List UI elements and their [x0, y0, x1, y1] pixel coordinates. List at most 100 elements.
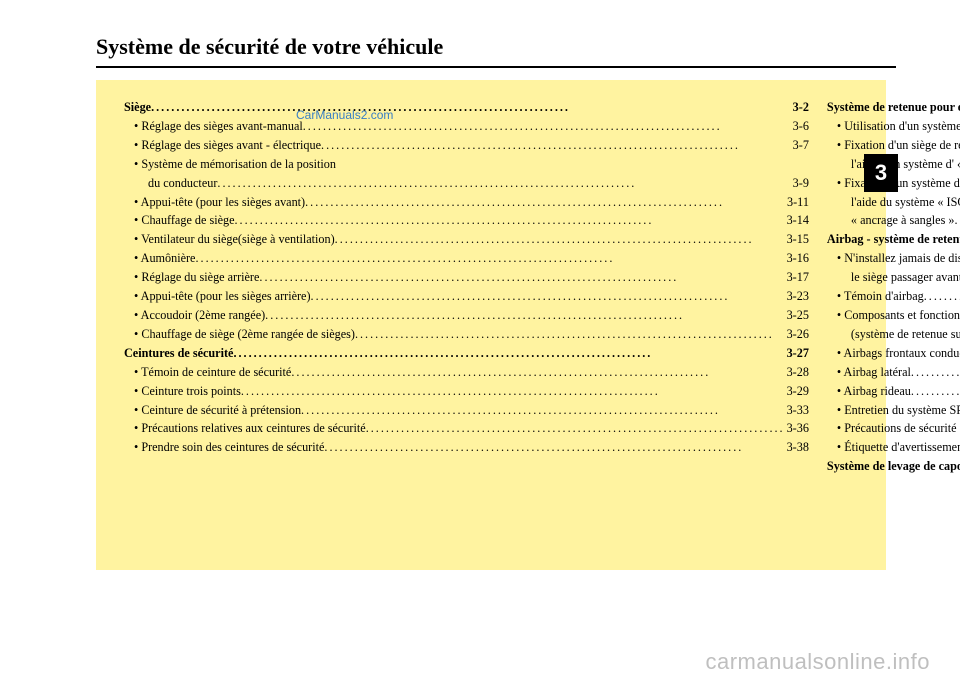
toc-leader-dots	[259, 268, 784, 287]
toc-label: • Réglage des sièges avant - électrique	[134, 136, 321, 155]
toc-leader-dots	[911, 382, 960, 401]
toc-label: • Ceinture trois points	[134, 382, 241, 401]
toc-entry: • Airbags frontaux conducteur et passage…	[827, 344, 960, 363]
toc-entry: • Aumônière3-16	[124, 249, 809, 268]
toc-page-number: 3-27	[785, 344, 809, 363]
toc-label: le siège passager avant	[851, 268, 960, 287]
toc-leader-dots	[324, 438, 784, 457]
toc-entry: « ancrage à sangles »3-47	[827, 211, 960, 230]
toc-entry: • Précautions relatives aux ceintures de…	[124, 419, 809, 438]
toc-page-number: 3-36	[785, 419, 809, 438]
toc-leader-dots	[366, 419, 785, 438]
toc-label: Ceintures de sécurité	[124, 344, 233, 363]
toc-entry: • Composants et fonctions du SRS	[827, 306, 960, 325]
toc-label: • Fixation d'un siège de retenue pour en…	[837, 136, 960, 155]
toc-label: • Accoudoir (2ème rangée)	[134, 306, 265, 325]
toc-entry: • Appui-tête (pour les sièges avant)3-11	[124, 193, 809, 212]
toc-entry: • Airbag rideau3-68	[827, 382, 960, 401]
toc-page-number: 3-38	[785, 438, 809, 457]
toc-page-number: 3-23	[785, 287, 809, 306]
toc-page-number: 3-33	[785, 401, 809, 420]
watermark-top: CarManuals2.com	[296, 108, 393, 122]
toc-entry: Ceintures de sécurité 3-27	[124, 344, 809, 363]
toc-leader-dots	[911, 363, 960, 382]
toc-leader-dots	[235, 211, 785, 230]
toc-label: • Précautions relatives aux ceintures de…	[134, 419, 366, 438]
toc-entry: • N'installez jamais de dispositif de re…	[827, 249, 960, 268]
toc-entry: • Étiquette d'avertissement de l'airbag3…	[827, 438, 960, 457]
toc-entry: du conducteur3-9	[124, 174, 809, 193]
toc-leader-dots	[301, 401, 785, 420]
toc-entry: • Ceinture de sécurité à prétension 3-33	[124, 401, 809, 420]
toc-entry: • Appui-tête (pour les sièges arrière) 3-…	[124, 287, 809, 306]
toc-label: • Témoin d'airbag	[837, 287, 924, 306]
toc-label: • Chauffage de siège	[134, 211, 235, 230]
toc-leader-dots	[954, 211, 960, 230]
toc-label: • Airbag rideau	[837, 382, 911, 401]
toc-entry: • Réglage du siège arrière 3-17	[124, 268, 809, 287]
toc-leader-dots	[311, 287, 785, 306]
toc-page-number: 3-25	[785, 306, 809, 325]
toc-page-number: 3-26	[785, 325, 809, 344]
toc-entry: • Ventilateur du siège(siège à ventilati…	[124, 230, 809, 249]
toc-entry: • Précautions de sécurité supplémentaire…	[827, 419, 960, 438]
toc-entry: • Témoin d'airbag3-56	[827, 287, 960, 306]
toc-label: Système de levage de capot actif	[827, 457, 960, 476]
toc-entry: • Ceinture trois points 3-29	[124, 382, 809, 401]
toc-entry: • Système de mémorisation de la position	[124, 155, 809, 174]
toc-label: (système de retenue supplémentaire)	[851, 325, 960, 344]
toc-leader-dots	[305, 193, 785, 212]
toc-page-number: 3-6	[791, 117, 809, 136]
toc-entry: • Réglage des sièges avant-manual3-6	[124, 117, 809, 136]
toc-content-area: CarManuals2.com Siège3-2• Réglage des si…	[96, 80, 886, 570]
toc-entry: • Prendre soin des ceintures de sécurité…	[124, 438, 809, 457]
toc-label: • Chauffage de siège (2ème rangée de siè…	[134, 325, 355, 344]
toc-entry: Airbag - système de retenue supplémentai…	[827, 230, 960, 249]
toc-label: • Système de mémorisation de la position	[134, 155, 336, 174]
toc-entry: le siège passager avant3-55	[827, 268, 960, 287]
toc-leader-dots	[355, 325, 785, 344]
toc-label: « ancrage à sangles »	[851, 211, 955, 230]
toc-page-number: 3-17	[785, 268, 809, 287]
toc-label: • Airbag latéral	[837, 363, 911, 382]
watermark-bottom: carmanualsonline.info	[705, 649, 930, 675]
toc-leader-dots	[241, 382, 785, 401]
toc-label: du conducteur	[148, 174, 217, 193]
toc-leader-dots	[151, 98, 791, 117]
toc-entry: Siège3-2	[124, 98, 809, 117]
toc-entry: • Entretien du système SRS3-76	[827, 401, 960, 420]
toc-page-number: 3-2	[791, 98, 809, 117]
toc-label: • Airbags frontaux conducteur et passage…	[837, 344, 960, 363]
toc-label: • Appui-tête (pour les sièges arrière)	[134, 287, 311, 306]
toc-leader-dots	[195, 249, 784, 268]
toc-entry: • Réglage des sièges avant - électrique3…	[124, 136, 809, 155]
toc-page-number: 3-29	[785, 382, 809, 401]
toc-entry: • Chauffage de siège 3-14	[124, 211, 809, 230]
toc-leader-dots	[924, 287, 960, 306]
toc-page-number: 3-15	[785, 230, 809, 249]
toc-leader-dots	[265, 306, 784, 325]
toc-entry: • Accoudoir (2ème rangée) 3-25	[124, 306, 809, 325]
page-container: Système de sécurité de votre véhicule Ca…	[96, 34, 896, 604]
toc-entry: (système de retenue supplémentaire)3-58	[827, 325, 960, 344]
toc-entry: l'aide du système « ISOFIX » et du systè…	[827, 193, 960, 212]
toc-label: • Témoin de ceinture de sécurité	[134, 363, 291, 382]
toc-entry: Système de levage de capot actif3-79	[827, 457, 960, 476]
toc-left-column: Siège3-2• Réglage des sièges avant-manua…	[124, 98, 809, 552]
toc-leader-dots	[335, 230, 785, 249]
toc-label: l'aide du système « ISOFIX » et du systè…	[851, 193, 960, 212]
toc-label: • Utilisation d'un système de retenue po…	[837, 117, 960, 136]
toc-label: • Entretien du système SRS	[837, 401, 960, 420]
toc-label: • Étiquette d'avertissement de l'airbag	[837, 438, 960, 457]
toc-label: • Aumônière	[134, 249, 195, 268]
toc-entry: Système de retenue pour enfant3-40	[827, 98, 960, 117]
toc-label: • Prendre soin des ceintures de sécurité	[134, 438, 324, 457]
toc-label: • Ceinture de sécurité à prétension	[134, 401, 301, 420]
toc-page-number: 3-14	[785, 211, 809, 230]
toc-leader-dots	[233, 344, 784, 363]
chapter-number-tab: 3	[864, 154, 898, 192]
toc-entry: • Airbag latéral3-67	[827, 363, 960, 382]
toc-label: • Réglage du siège arrière	[134, 268, 259, 287]
toc-entry: • Utilisation d'un système de retenue po…	[827, 117, 960, 136]
toc-label: • Ventilateur du siège(siège à ventilati…	[134, 230, 335, 249]
